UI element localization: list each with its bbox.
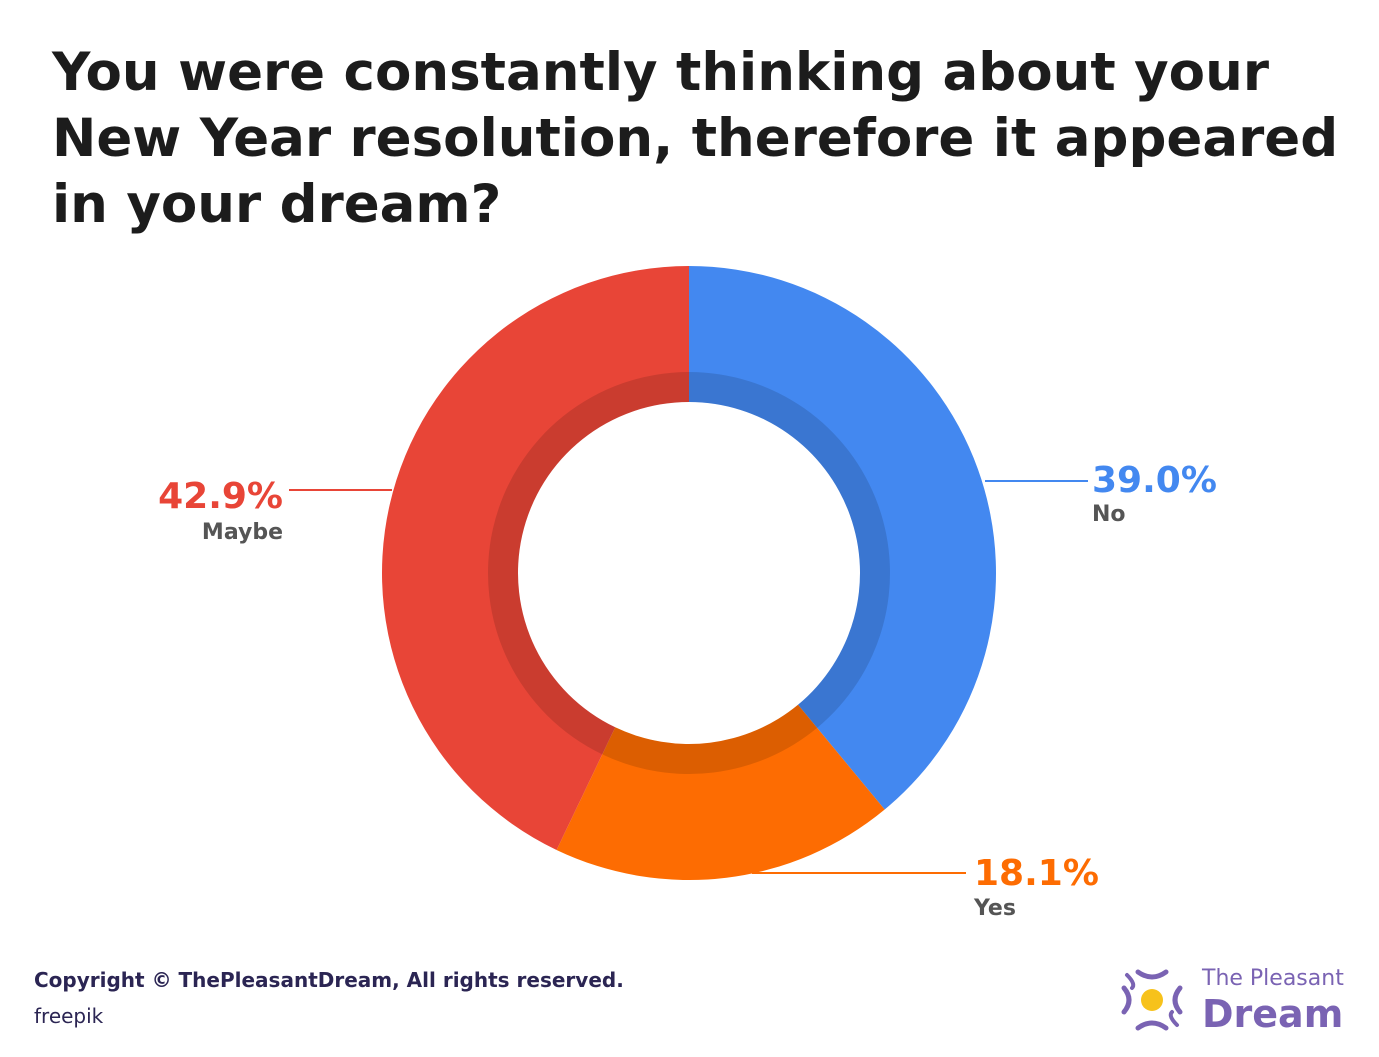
value-label-maybe: 42.9% bbox=[158, 476, 283, 517]
copyright-text: Copyright © ThePleasantDream, All rights… bbox=[34, 968, 624, 992]
logo-text-bottom: Dream bbox=[1202, 992, 1344, 1036]
slice-inner-shade-yes bbox=[602, 704, 818, 774]
chart-title: You were constantly thinking about your … bbox=[52, 42, 1339, 235]
logo-text-top: The Pleasant bbox=[1202, 966, 1344, 991]
image-credit: freepik bbox=[34, 1004, 104, 1028]
value-label-yes: 18.1% bbox=[974, 853, 1099, 894]
category-label-no: No bbox=[1092, 502, 1126, 527]
slice-maybe bbox=[381, 266, 689, 850]
logo-sun-icon bbox=[1121, 969, 1183, 1031]
category-label-maybe: Maybe bbox=[202, 520, 283, 545]
slice-inner-shade-maybe bbox=[488, 372, 689, 755]
slice-yes bbox=[556, 704, 885, 880]
category-label-yes: Yes bbox=[973, 896, 1016, 921]
slice-inner-shade-no bbox=[689, 372, 890, 728]
value-label-no: 39.0% bbox=[1092, 460, 1217, 501]
slice-no bbox=[689, 266, 997, 810]
brand-logo: The Pleasant Dream bbox=[1118, 962, 1358, 1042]
